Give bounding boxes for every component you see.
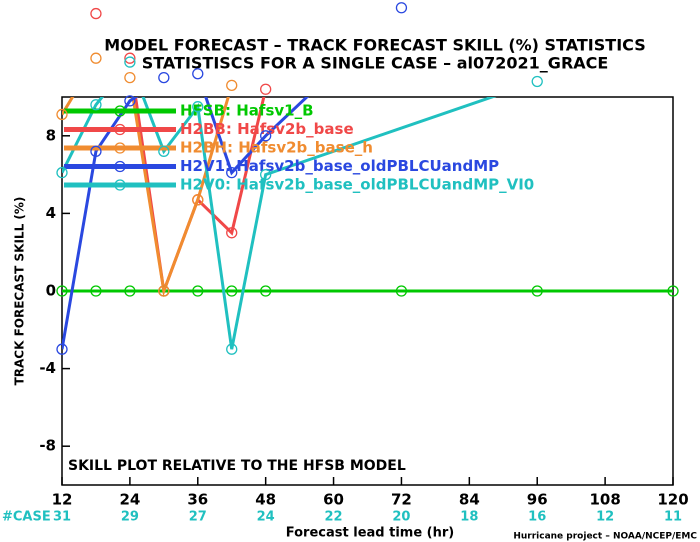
data-point [192, 101, 204, 113]
case-count: 27 [189, 510, 207, 525]
data-point [158, 71, 170, 84]
data-point [395, 2, 408, 14]
data-point [260, 285, 272, 297]
chart-title: MODEL FORECAST – TRACK FORECAST SKILL (%… [104, 36, 645, 55]
data-point [56, 343, 68, 355]
y-tick-label: -8 [39, 437, 56, 455]
data-point [226, 227, 238, 239]
case-count: 22 [325, 510, 343, 525]
data-point [531, 75, 543, 88]
data-point [226, 285, 238, 297]
x-tick-label: 84 [459, 491, 480, 509]
y-tick-label: 4 [46, 204, 56, 222]
data-point [192, 194, 204, 206]
y-tick-label: 8 [46, 126, 56, 144]
data-point [90, 7, 102, 20]
data-point [260, 168, 272, 181]
x-axis-label: Forecast lead time (hr) [286, 526, 454, 541]
data-point [90, 52, 102, 64]
data-point [667, 285, 679, 297]
data-point [90, 145, 102, 157]
x-tick-label: 108 [589, 491, 620, 509]
data-point [90, 99, 102, 111]
legend-label: HFSB: Hafsv1_B [180, 102, 314, 120]
x-tick-label: 48 [255, 491, 276, 509]
case-count: 18 [460, 510, 478, 525]
legend-marker [114, 179, 126, 191]
data-point [124, 71, 136, 84]
case-count: 20 [392, 510, 410, 525]
data-point [124, 52, 136, 64]
data-point [395, 285, 408, 297]
x-tick-label: 120 [657, 491, 688, 509]
annotation: SKILL PLOT RELATIVE TO THE HFSB MODEL [68, 458, 406, 474]
credit: Hurricane project – NOAA/NCEP/EMC [513, 532, 697, 542]
x-tick-label: 72 [391, 491, 412, 509]
data-point [158, 285, 170, 297]
data-point [124, 95, 136, 107]
series-line [62, 97, 497, 350]
data-point [192, 285, 204, 297]
legend-marker [114, 160, 126, 173]
case-count: 31 [53, 510, 71, 525]
data-point [56, 108, 68, 121]
data-point [56, 167, 68, 179]
legend-label: H2V1: Hafsv2b_base_oldPBLCUandMP [180, 157, 499, 175]
legend-label: H2V0: Hafsv2b_base_oldPBLCUandMP_VI0 [180, 176, 534, 194]
legend-label: H2BB: Hafsv2b_base [180, 120, 354, 138]
y-tick-label: -4 [39, 359, 56, 377]
x-tick-label: 60 [323, 491, 344, 509]
x-tick-label: 24 [119, 491, 140, 509]
data-point [192, 68, 204, 80]
x-tick-label: 12 [52, 491, 73, 509]
case-count: 24 [257, 510, 275, 525]
legend-marker [114, 105, 126, 117]
y-axis-label: TRACK FORECAST SKILL (%) [13, 197, 27, 386]
data-point [158, 145, 170, 157]
legend-label: H2BH: Hafsv2b_base_h [180, 139, 373, 157]
data-point [124, 285, 136, 297]
x-tick-label: 96 [527, 491, 548, 509]
case-count: 11 [664, 510, 682, 525]
data-point [124, 56, 136, 68]
x-tick-label: 36 [187, 491, 208, 509]
case-count: 12 [596, 510, 614, 525]
data-point [260, 83, 272, 95]
case-count: 16 [528, 510, 546, 525]
case-count: 29 [121, 510, 139, 525]
legend-marker [114, 123, 126, 136]
data-point [531, 285, 543, 297]
chart-subtitle: STATISTISCS FOR A SINGLE CASE – al072021… [142, 54, 609, 73]
data-point [226, 167, 238, 179]
y-tick-label: 0 [46, 282, 56, 300]
data-point [90, 285, 102, 297]
data-point [260, 130, 272, 142]
data-point [56, 285, 68, 297]
data-point [226, 79, 238, 92]
data-point [226, 343, 238, 355]
case-label: #CASE [2, 510, 51, 525]
series-line [62, 97, 309, 350]
legend-marker [114, 142, 126, 154]
